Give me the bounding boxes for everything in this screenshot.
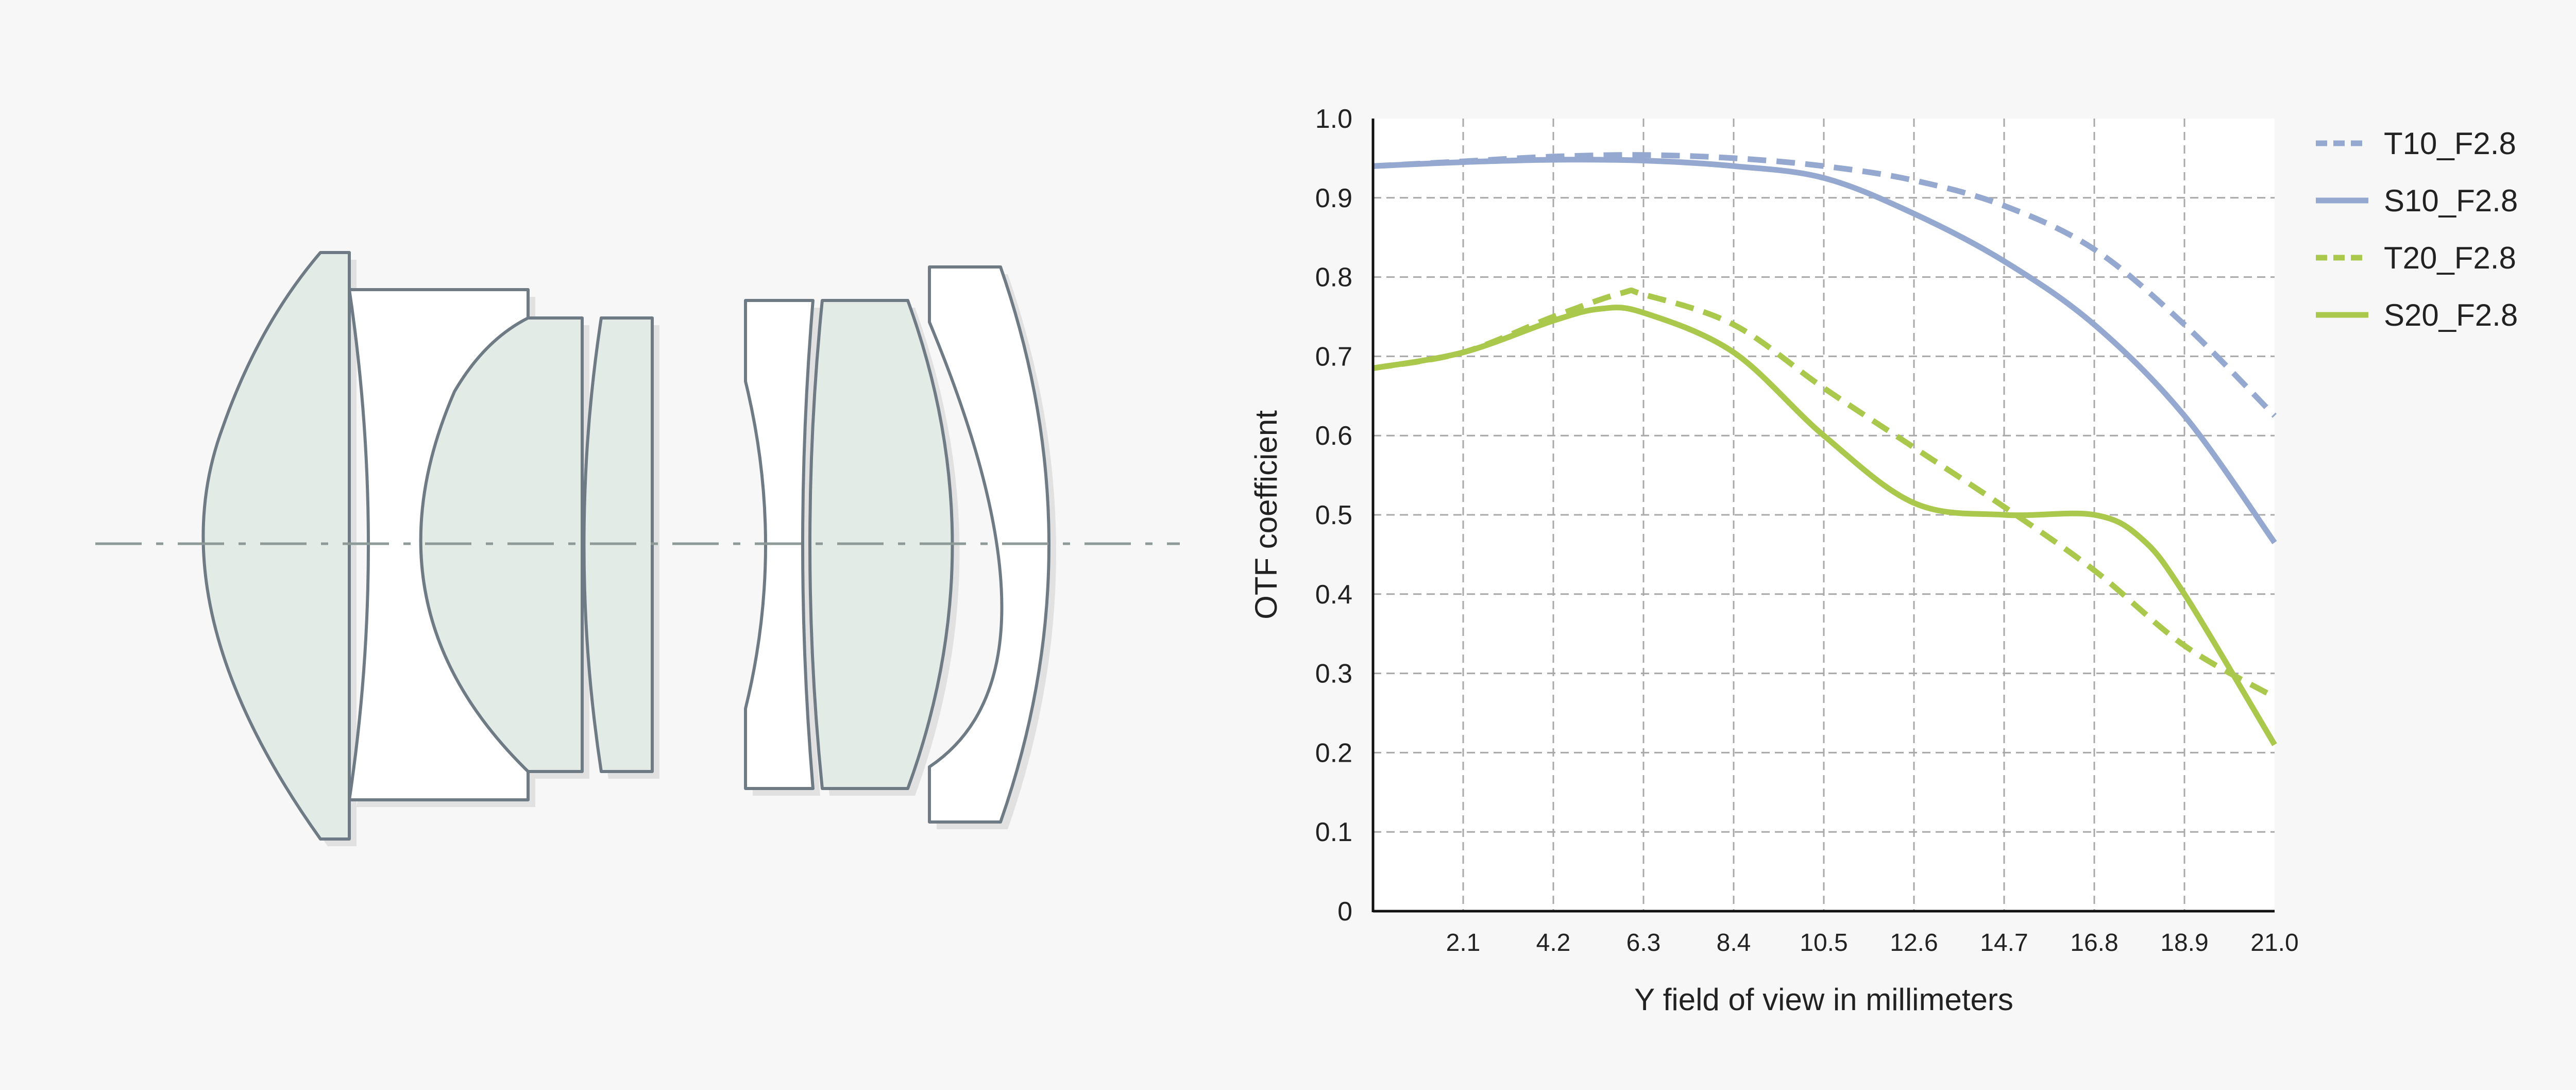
x-tick-label: 12.6 [1890,929,1938,957]
y-axis-label: OTF coefficient [1249,410,1283,619]
y-tick-label: 0 [1337,897,1352,927]
y-tick-label: 0.8 [1315,263,1352,293]
y-tick-labels: 0 0.1 0.2 0.3 0.4 0.5 0.6 0.7 0.8 0.9 1.0 [1315,104,1352,927]
lens-element-7 [928,265,1050,824]
x-tick-label: 2.1 [1446,929,1481,957]
y-tick-label: 0.1 [1315,817,1352,847]
y-tick-label: 0.4 [1315,580,1352,610]
x-tick-labels: 2.1 4.2 6.3 8.4 10.5 12.6 14.7 16.8 18.9 21.0 [1446,929,2299,957]
x-tick-label: 18.9 [2160,929,2208,957]
y-tick-label: 0.2 [1315,738,1352,768]
x-tick-label: 14.7 [1980,929,2028,957]
legend-label: S10_F2.8 [2384,183,2518,218]
series-line-t20_f2.8 [1372,287,2276,700]
x-tick-label: 10.5 [1800,929,1848,957]
lens-cross-section-diagram [95,251,1180,846]
legend-label: T20_F2.8 [2384,241,2516,275]
y-tick-label: 0.7 [1315,342,1352,372]
lens-element-1 [201,251,351,841]
chart-series [1372,152,2277,746]
y-tick-label: 0.6 [1315,421,1352,451]
x-tick-label: 21.0 [2250,929,2298,957]
y-tick-label: 0.9 [1315,183,1352,213]
y-tick-label: 1.0 [1315,104,1352,134]
x-tick-label: 16.8 [2070,929,2118,957]
series-line-s20_f2.8 [1372,305,2277,746]
legend-label: T10_F2.8 [2384,126,2516,161]
x-tick-label: 6.3 [1626,929,1661,957]
y-tick-label: 0.5 [1315,500,1352,530]
x-tick-label: 8.4 [1717,929,1751,957]
chart-legend: T10_F2.8 S10_F2.8 T20_F2.8 S20_F2.8 [2316,126,2518,332]
series-line-s10_f2.8 [1372,157,2277,544]
lens-element-3 [419,316,584,773]
legend-label: S20_F2.8 [2384,298,2518,332]
x-tick-label: 4.2 [1536,929,1571,957]
y-tick-label: 0.3 [1315,659,1352,689]
otf-chart: 2.1 4.2 6.3 8.4 10.5 12.6 14.7 16.8 18.9 21.0 0 0.… [1249,104,2518,1017]
x-axis-label: Y field of view in millimeters [1634,982,2013,1017]
